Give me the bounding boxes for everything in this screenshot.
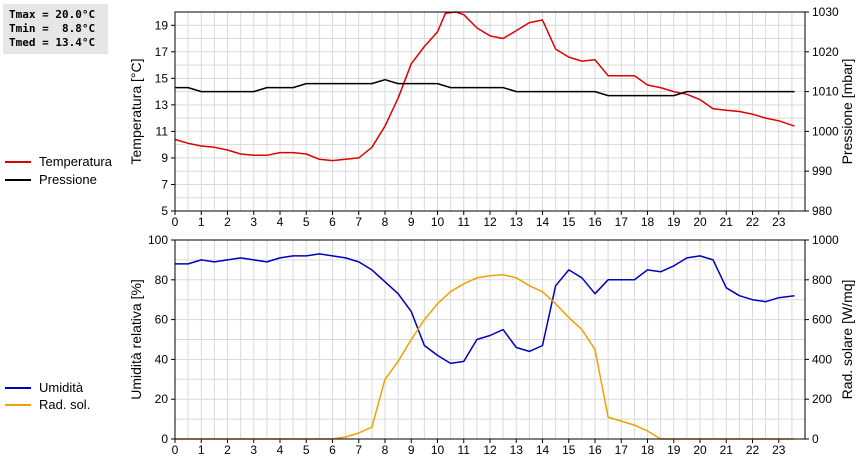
humidity-radiation-chart: 0 1 2 3 4 5 6 7 8 9 10 11 12 13 14 15 16 17 18 19 20 21 22 2302… — [128, 233, 855, 457]
legend-label-pressione: Pressione — [39, 172, 97, 187]
stats-box: Tmax = 20.0°C Tmin = 8.8°C Tmed = 13.4°C — [3, 4, 108, 54]
x-tick-label: 4 — [277, 443, 284, 457]
stat-tmin: Tmin = 8.8°C — [9, 22, 96, 35]
x-tick-label: 12 — [483, 443, 497, 457]
y-left-tick-label: 13 — [155, 98, 169, 112]
temperature-pressure-chart: 0 1 2 3 4 5 6 7 8 9 10 11 12 13 14 15 16 17 18 19 20 21 22 2357… — [128, 5, 855, 229]
series-line-temperatura — [174, 11, 795, 162]
y-left-tick-label: 20 — [155, 392, 169, 406]
y-left-tick-label: 5 — [161, 204, 168, 218]
legend-label-rad-sol: Rad. sol. — [39, 397, 91, 412]
x-tick-label: 7 — [355, 443, 362, 457]
x-tick-label: 1 — [198, 443, 205, 457]
x-tick-label: 6 — [329, 443, 336, 457]
y-left-tick-label: 0 — [161, 432, 168, 446]
x-tick-label: 20 — [693, 443, 707, 457]
x-tick-label: 8 — [382, 443, 389, 457]
y-right-tick-label: 1000 — [812, 124, 839, 138]
x-tick-label: 7 — [355, 215, 362, 229]
y-right-tick-label: 990 — [812, 164, 832, 178]
y-right-tick-label: 1000 — [812, 233, 839, 247]
x-tick-label: 13 — [510, 443, 524, 457]
x-tick-label: 10 — [431, 443, 445, 457]
x-tick-label: 16 — [588, 215, 602, 229]
x-tick-label: 2 — [224, 215, 231, 229]
x-tick-label: 20 — [693, 215, 707, 229]
x-tick-label: 0 — [172, 215, 179, 229]
y-right-tick-label: 0 — [812, 432, 819, 446]
x-tick-label: 23 — [772, 215, 786, 229]
x-tick-label: 14 — [536, 443, 550, 457]
y-left-tick-label: 100 — [148, 233, 168, 247]
x-tick-label: 8 — [382, 215, 389, 229]
legend-label-temperatura: Temperatura — [39, 154, 112, 169]
y-right-tick-label: 1020 — [812, 45, 839, 59]
x-tick-label: 13 — [510, 215, 524, 229]
y-left-tick-label: 80 — [155, 273, 169, 287]
x-tick-label: 11 — [458, 215, 471, 229]
x-tick-label: 16 — [588, 443, 602, 457]
series-line-pressione — [175, 78, 795, 97]
x-tick-label: 11 — [458, 443, 471, 457]
x-tick-label: 12 — [483, 215, 497, 229]
stat-tmax: Tmax = 20.0°C — [9, 8, 96, 21]
x-tick-label: 4 — [277, 215, 284, 229]
legend-swatch-pressione — [5, 179, 31, 181]
legend-label-umidita: Umidità — [39, 380, 84, 395]
x-tick-label: 0 — [172, 443, 179, 457]
y-left-tick-label: 17 — [155, 45, 169, 59]
y-left-tick-label: 19 — [155, 18, 169, 32]
x-tick-label: 9 — [408, 443, 415, 457]
x-tick-label: 6 — [329, 215, 336, 229]
x-tick-label: 14 — [536, 215, 550, 229]
x-tick-label: 23 — [772, 443, 786, 457]
x-tick-label: 3 — [250, 443, 257, 457]
y-left-tick-label: 11 — [156, 124, 169, 138]
x-tick-label: 19 — [667, 443, 681, 457]
x-tick-label: 5 — [303, 215, 310, 229]
y-right-tick-label: 980 — [812, 204, 832, 218]
y-right-tick-label: 400 — [812, 352, 832, 366]
x-tick-label: 10 — [431, 215, 445, 229]
y-left-tick-label: 40 — [155, 352, 169, 366]
y-right-tick-label: 1010 — [812, 85, 839, 99]
legend-swatch-temperatura — [5, 161, 31, 163]
stat-tmed: Tmed = 13.4°C — [9, 36, 96, 49]
x-tick-label: 1 — [198, 215, 205, 229]
y-left-tick-label: 15 — [155, 71, 169, 85]
series-line-umidit — [175, 253, 795, 365]
x-tick-label: 15 — [562, 443, 576, 457]
y-right-tick-label: 1030 — [812, 5, 839, 19]
y-left-tick-label: 60 — [155, 313, 169, 327]
y-left-tick-label: 9 — [161, 151, 168, 165]
y-left-axis-title: Umidità relativa [%] — [128, 279, 144, 400]
x-tick-label: 15 — [562, 215, 576, 229]
x-tick-label: 3 — [250, 215, 257, 229]
y-right-tick-label: 600 — [812, 313, 832, 327]
x-tick-label: 19 — [667, 215, 681, 229]
x-tick-label: 22 — [746, 443, 760, 457]
y-right-axis-title: Pressione [mbar] — [839, 59, 855, 165]
legend-swatch-rad-sol — [5, 404, 31, 406]
x-tick-label: 5 — [303, 443, 310, 457]
x-tick-label: 21 — [720, 443, 734, 457]
x-tick-label: 9 — [408, 215, 415, 229]
legend-swatch-umidita — [5, 387, 31, 389]
x-tick-label: 17 — [615, 215, 629, 229]
y-right-axis-title: Rad. solare [W/mq] — [839, 280, 855, 400]
y-right-tick-label: 800 — [812, 273, 832, 287]
x-tick-label: 21 — [720, 215, 734, 229]
y-left-axis-title: Temperatura [°C] — [128, 59, 144, 165]
x-tick-label: 18 — [641, 215, 655, 229]
x-tick-label: 22 — [746, 215, 760, 229]
plot-frame — [174, 239, 806, 440]
y-right-tick-label: 200 — [812, 392, 832, 406]
x-tick-label: 2 — [224, 443, 231, 457]
x-tick-label: 18 — [641, 443, 655, 457]
plot-frame — [174, 11, 806, 212]
y-left-tick-label: 7 — [161, 177, 168, 191]
x-tick-label: 17 — [615, 443, 629, 457]
